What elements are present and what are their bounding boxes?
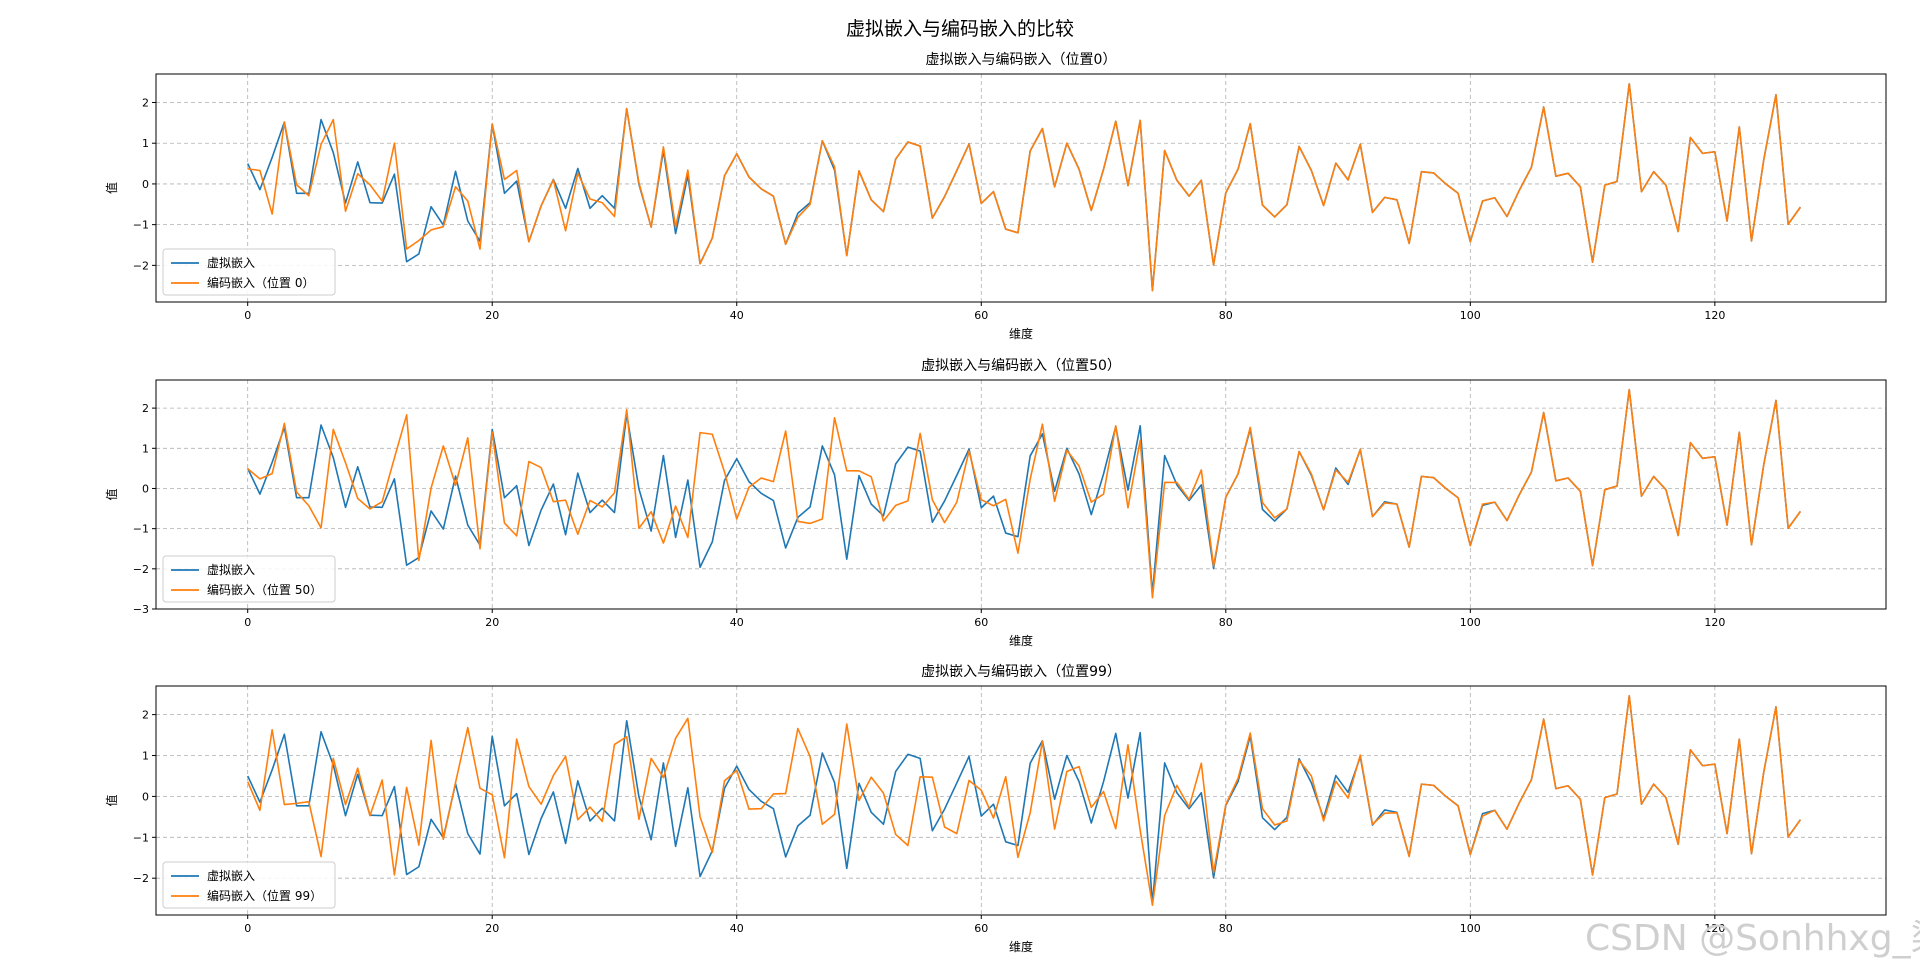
- x-tick-label: 20: [485, 616, 499, 629]
- x-tick-label: 60: [974, 922, 988, 935]
- y-tick-label: 0: [142, 178, 149, 191]
- figure-title: 虚拟嵌入与编码嵌入的比较: [846, 18, 1074, 40]
- watermark: CSDN @Sonhhxg_柒: [1585, 918, 1920, 959]
- subplot-3: 0 20 40 60 80 100 120 −2 −1 0 1 2 虚拟嵌入与编码嵌入（位置99） 维度 值…: [104, 664, 1887, 954]
- legend-label: 编码嵌入（位置 50）: [207, 582, 322, 597]
- x-tick-label: 80: [1219, 309, 1233, 322]
- subplots: 0 20 40 60 80 100 120−2−1012虚拟嵌入与编码嵌入（位置0）维度值虚…: [104, 52, 1887, 954]
- y-tick-label: −2: [133, 259, 149, 272]
- y-tick-label: 2: [142, 709, 149, 722]
- y-tick-label: 0: [142, 790, 149, 803]
- x-axis-label: 维度: [1009, 633, 1033, 648]
- series-line-encoded: [247, 82, 1802, 292]
- y-tick-label: 1: [142, 442, 149, 455]
- series-line-virtual: [246, 388, 1802, 595]
- legend-box: [162, 248, 336, 296]
- x-tick-label: 100: [1460, 309, 1481, 322]
- subplot-2: 0 20 40 60 80 100 120 −3 −2 −1 0 1 2 虚拟嵌入与编码嵌入（位置50） 维…: [104, 358, 1887, 648]
- x-tick-label: 40: [730, 616, 744, 629]
- y-axis-label: 值: [104, 182, 119, 194]
- series-line-encoded: [246, 695, 1802, 906]
- x-tick-label: 0: [244, 309, 251, 322]
- x-tick-label: 100: [1460, 922, 1481, 935]
- subplot-title: 虚拟嵌入与编码嵌入（位置50）: [921, 358, 1121, 374]
- x-tick-label: 40: [730, 922, 744, 935]
- x-tick-label: 0: [244, 616, 251, 629]
- legend-label: 虚拟嵌入: [207, 869, 255, 883]
- y-tick-label: −1: [133, 219, 149, 232]
- y-tick-label: −3: [133, 603, 149, 616]
- x-tick-label: 80: [1219, 922, 1233, 935]
- y-tick-label: 2: [142, 402, 149, 415]
- subplot-title: 虚拟嵌入与编码嵌入（位置0）: [926, 52, 1117, 68]
- x-tick-label: 60: [974, 309, 988, 322]
- y-tick-label: 1: [142, 137, 149, 150]
- x-tick-label: 120: [1704, 616, 1725, 629]
- legend-label: 编码嵌入（位置 99）: [207, 888, 322, 903]
- legend-box: [162, 861, 336, 909]
- x-tick-label: 40: [730, 309, 744, 322]
- y-tick-label: −1: [133, 523, 149, 536]
- y-tick-label: 1: [142, 750, 149, 763]
- series-line-encoded: [247, 388, 1802, 599]
- x-tick-label: 80: [1219, 616, 1233, 629]
- legend-label: 编码嵌入（位置 0）: [207, 275, 314, 290]
- axes-frame: [155, 73, 1887, 303]
- x-tick-label: 120: [1704, 309, 1725, 322]
- x-tick-label: 120: [1704, 922, 1725, 935]
- legend-box: [162, 555, 336, 603]
- subplot-1: 0 20 40 60 80 100 120 −2 −1 0 1 2 虚拟嵌入与编码嵌入（位置0） 维度 值虚…: [104, 52, 1887, 341]
- y-axis-label: 值: [104, 488, 119, 500]
- y-tick-label: −2: [133, 872, 149, 885]
- y-tick-label: −2: [133, 563, 149, 576]
- x-tick-label: 60: [974, 616, 988, 629]
- x-tick-label: 20: [485, 922, 499, 935]
- x-axis-label: 维度: [1009, 939, 1033, 954]
- series-line-virtual: [246, 695, 1802, 905]
- y-tick-label: −1: [133, 831, 149, 844]
- x-tick-label: 0: [244, 922, 251, 935]
- axes-frame: [155, 685, 1887, 916]
- legend-label: 虚拟嵌入: [207, 563, 255, 577]
- x-tick-label: 100: [1460, 616, 1481, 629]
- x-axis-label: 维度: [1009, 326, 1033, 341]
- x-tick-label: 20: [485, 309, 499, 322]
- y-axis-label: 值: [104, 794, 119, 806]
- y-tick-label: 0: [142, 482, 149, 495]
- axes-frame: [155, 379, 1887, 610]
- legend-label: 虚拟嵌入: [207, 256, 255, 270]
- y-tick-label: 2: [142, 97, 149, 110]
- subplot-title: 虚拟嵌入与编码嵌入（位置99）: [921, 664, 1121, 680]
